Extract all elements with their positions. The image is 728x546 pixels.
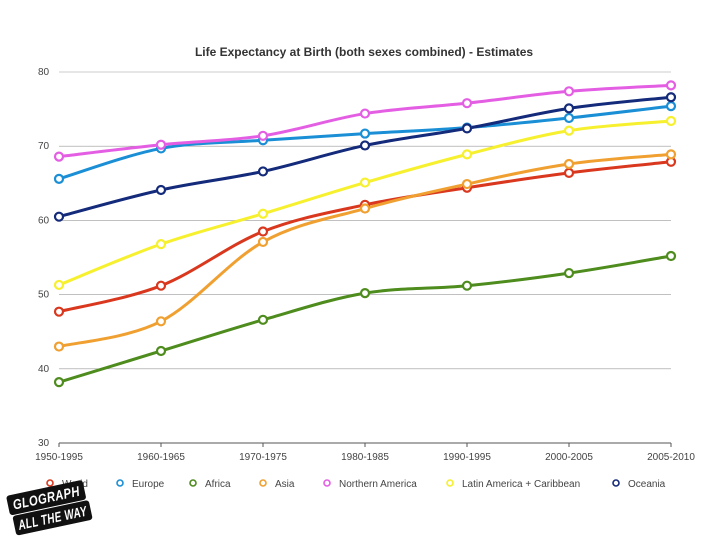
data-point-latin-america-caribbean (155, 239, 167, 250)
data-point-northern-america (461, 98, 473, 109)
data-point-africa (665, 250, 677, 262)
data-point-africa (359, 288, 371, 299)
legend-marker (323, 479, 331, 487)
legend-marker (116, 479, 124, 487)
y-tick-label: 30 (38, 438, 50, 449)
data-point-latin-america-caribbean (461, 149, 473, 160)
legend-label: Africa (205, 479, 231, 490)
data-point-northern-america (563, 86, 575, 97)
data-point-asia (461, 178, 473, 190)
glograph-logo: GLOGRAPH ALL THE WAY (6, 480, 93, 536)
data-point-world (53, 306, 65, 317)
x-tick-label: 2005-2010 (647, 452, 695, 463)
legend-label: Northern America (339, 479, 417, 490)
legend-marker (46, 479, 54, 487)
chart-title: Life Expectancy at Birth (both sexes com… (195, 45, 533, 59)
series-markers (53, 80, 677, 388)
legend-marker (259, 479, 267, 487)
legend-item-asia: Asia (259, 479, 295, 490)
x-tick-label: 1990-1995 (443, 452, 491, 463)
x-tick-label: 1950-1995 (35, 452, 83, 463)
x-tick-label: 1980-1985 (341, 452, 389, 463)
data-point-latin-america-caribbean (665, 115, 677, 127)
data-point-asia (563, 158, 575, 170)
data-point-latin-america-caribbean (257, 208, 269, 219)
data-point-africa (563, 267, 575, 279)
data-point-oceania (665, 92, 677, 103)
data-point-oceania (53, 211, 65, 222)
data-point-asia (359, 203, 371, 214)
y-axis-ticks: 30 40 50 60 70 80 (38, 67, 50, 449)
y-tick-label: 50 (38, 290, 50, 301)
data-point-oceania (563, 103, 575, 114)
series-line-africa (57, 254, 673, 384)
legend-label: Latin America + Caribbean (462, 479, 580, 490)
legend-item-europe: Europe (116, 479, 165, 490)
legend-label: Europe (132, 479, 165, 490)
data-point-oceania (155, 184, 167, 196)
legend-marker (446, 479, 454, 487)
data-point-asia (53, 341, 65, 352)
legend-marker (612, 479, 620, 487)
legend-label: Oceania (628, 479, 666, 490)
data-point-europe (53, 173, 65, 184)
logo-band-2 (12, 500, 93, 536)
data-point-world (257, 226, 269, 237)
data-point-latin-america-caribbean (359, 177, 371, 188)
data-point-northern-america (155, 139, 167, 150)
data-point-europe (359, 128, 371, 139)
data-point-asia (665, 149, 677, 160)
data-point-asia (257, 236, 269, 248)
y-tick-label: 70 (38, 141, 50, 152)
x-tick-label: 1970-1975 (239, 452, 287, 463)
legend-marker (189, 479, 197, 487)
data-point-northern-america (665, 80, 677, 91)
data-point-oceania (359, 140, 371, 151)
y-tick-label: 60 (38, 215, 50, 226)
legend-item-oceania: Oceania (612, 479, 666, 490)
legend-item-africa: Africa (189, 479, 231, 490)
data-point-northern-america (257, 130, 269, 141)
data-point-oceania (257, 166, 269, 177)
data-point-latin-america-caribbean (563, 125, 575, 136)
data-point-africa (53, 377, 65, 388)
data-point-africa (461, 280, 473, 291)
data-point-northern-america (53, 151, 65, 162)
y-tick-label: 80 (38, 67, 50, 78)
x-tick-label: 2000-2005 (545, 452, 593, 463)
data-point-europe (563, 112, 575, 124)
y-tick-label: 40 (38, 364, 50, 375)
data-point-northern-america (359, 108, 371, 119)
data-point-world (563, 167, 575, 179)
legend-label: Asia (275, 479, 295, 490)
data-point-africa (257, 314, 269, 325)
legend-item-latin-america-caribbean: Latin America + Caribbean (446, 479, 580, 490)
logo-band-1 (6, 480, 86, 516)
legend: WorldEuropeAfricaAsiaNorthern AmericaLat… (46, 479, 666, 490)
x-tick-label: 1960-1965 (137, 452, 185, 463)
data-point-world (155, 280, 167, 291)
x-axis-ticks: 1950-1995 1960-1965 1970-1975 1980-1985 1990… (35, 443, 695, 463)
data-point-oceania (461, 123, 473, 134)
legend-item-northern-america: Northern America (323, 479, 417, 490)
data-point-asia (155, 316, 167, 327)
data-point-europe (665, 101, 677, 112)
data-point-africa (155, 345, 167, 357)
data-point-latin-america-caribbean (53, 279, 65, 291)
